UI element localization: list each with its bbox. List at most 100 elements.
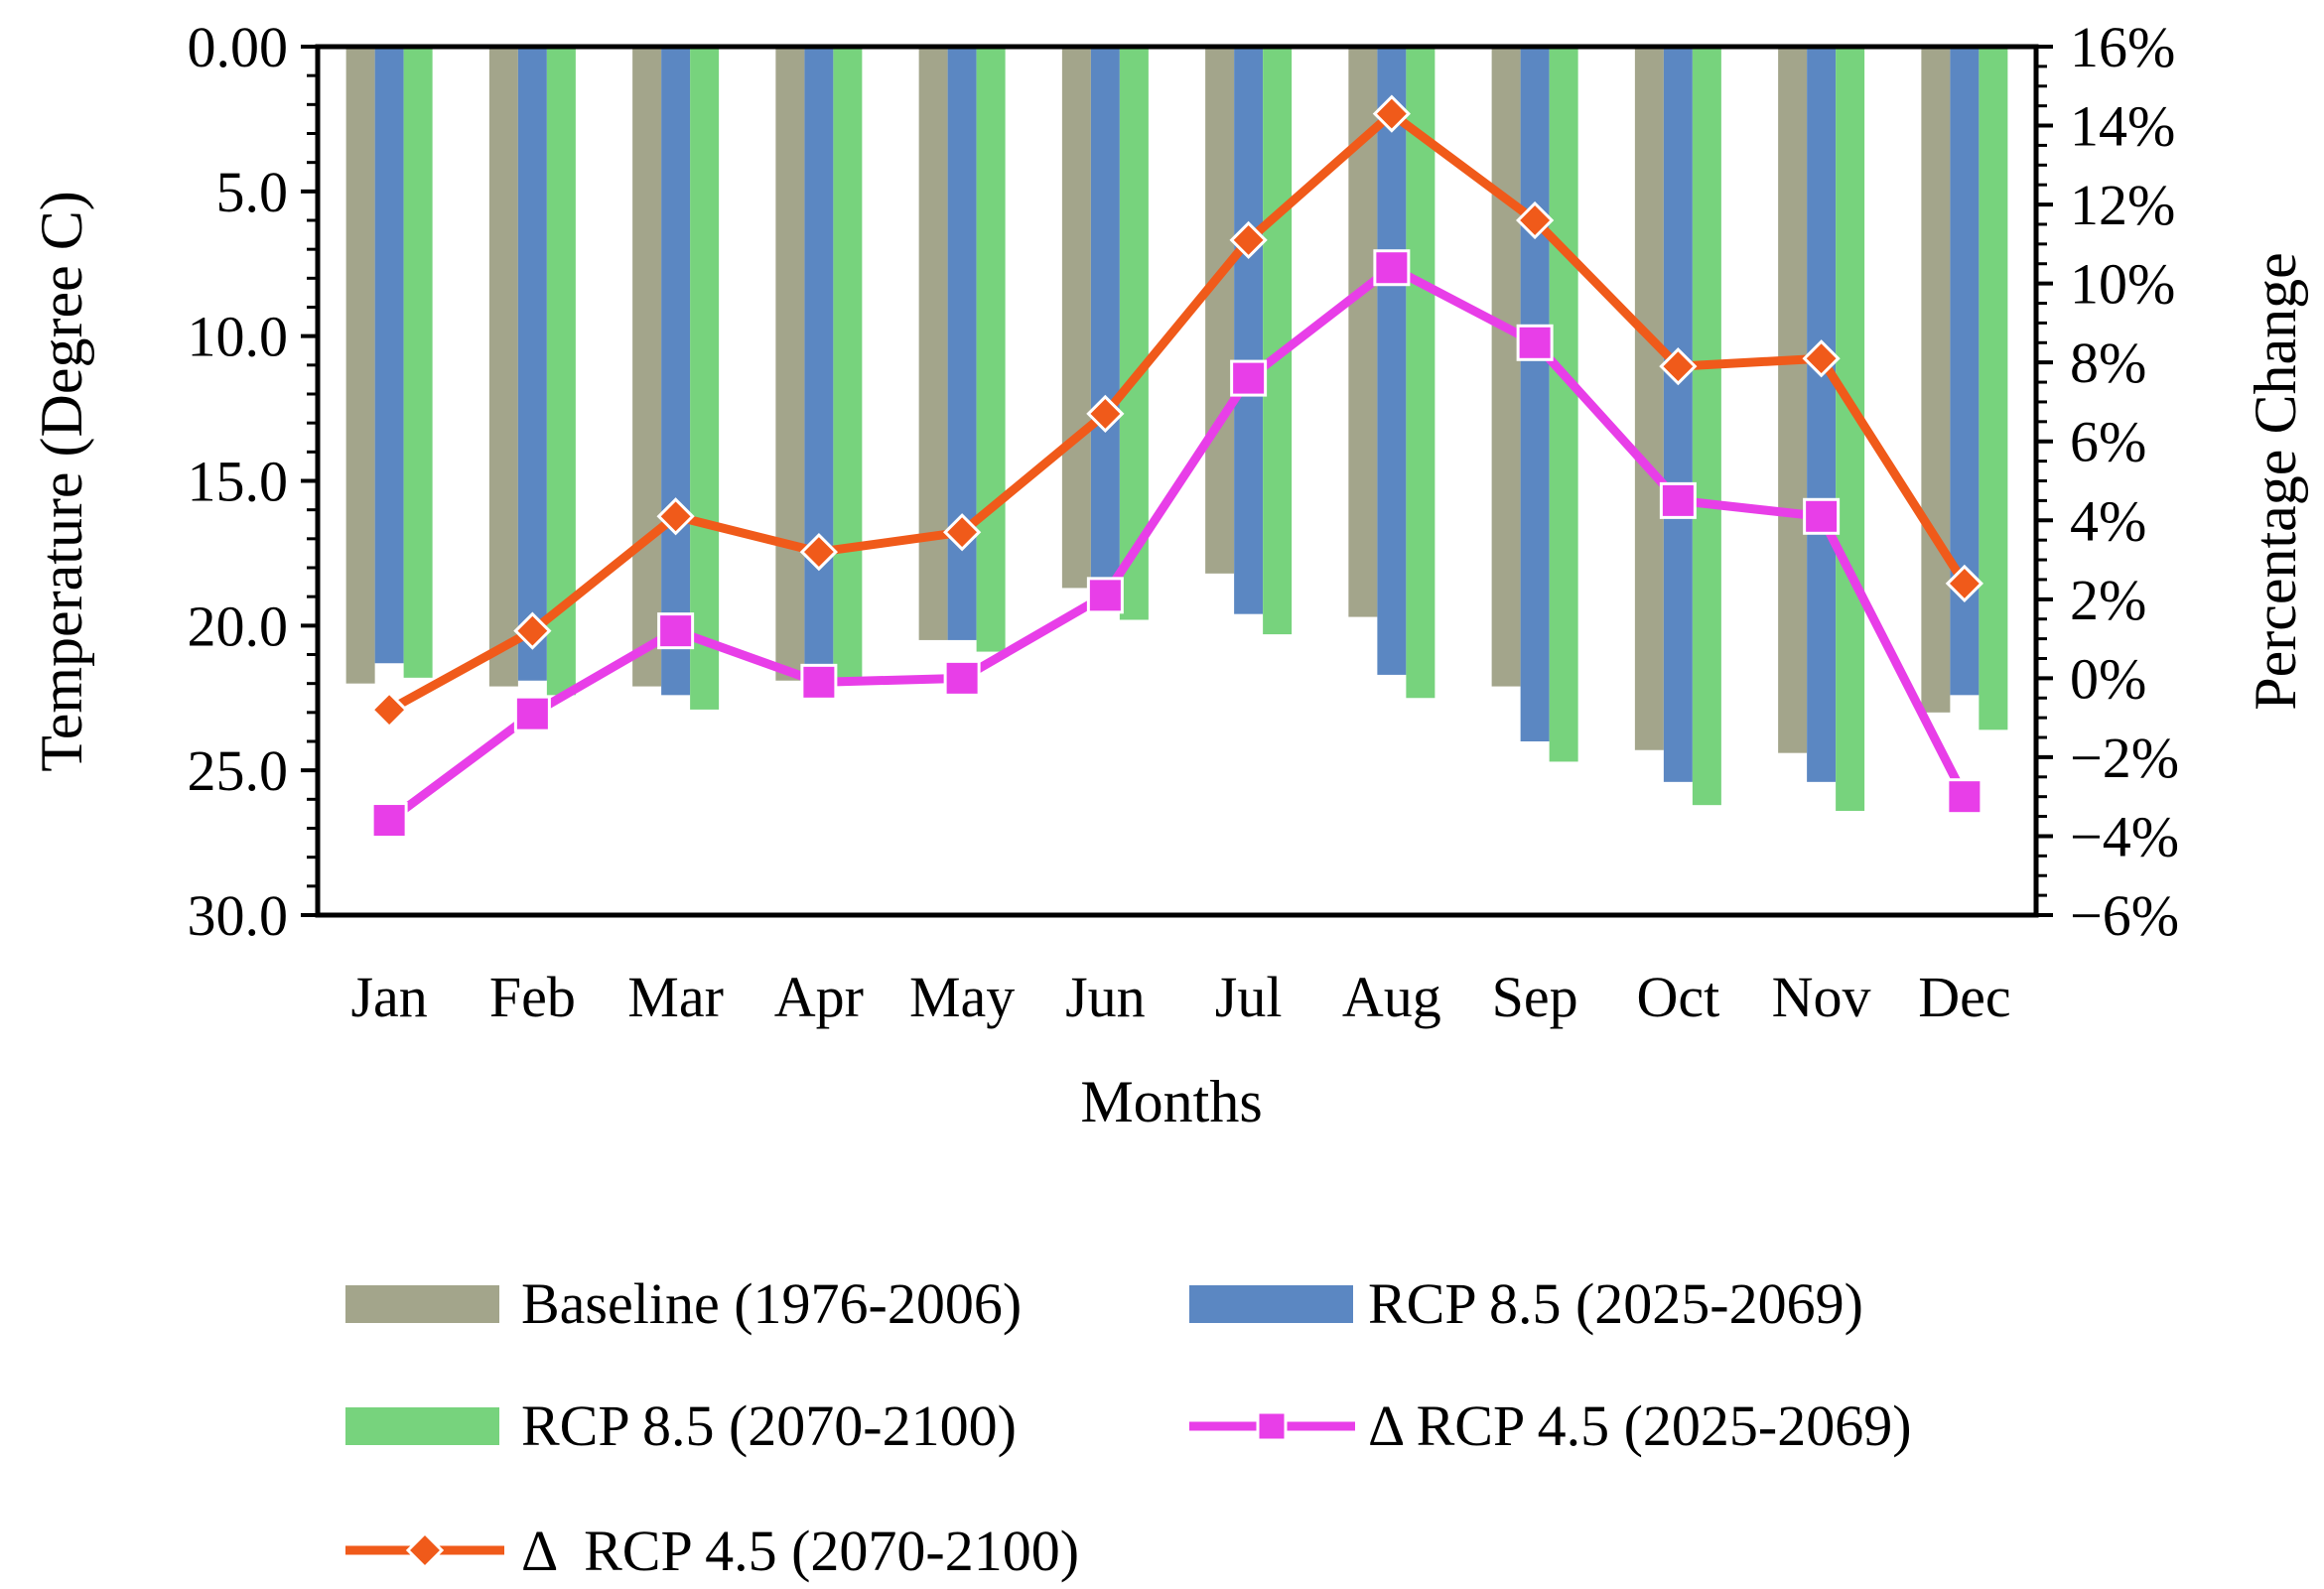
bar-rcp-8-5-2070-2100-may — [976, 47, 1006, 652]
month-label-may: May — [909, 965, 1015, 1029]
right-tick-label: 2% — [2070, 568, 2146, 632]
bar-rcp-8-5-2025-2069-jun — [1090, 47, 1120, 586]
bar-rcp-8-5-2070-2100-jul — [1263, 47, 1293, 635]
marker-rcp-4-5-2070-2100-feb — [513, 611, 552, 650]
marker-rcp-4-5-2025-2069-may — [943, 659, 981, 697]
marker-rcp-4-5-2025-2069-dec — [1946, 778, 1983, 816]
right-tick-label: 12% — [2070, 173, 2175, 237]
legend-label-rcp85-2025: RCP 8.5 (2025-2069) — [1368, 1271, 1863, 1336]
month-label-oct: Oct — [1637, 965, 1720, 1029]
bar-rcp-8-5-2025-2069-jul — [1234, 47, 1264, 614]
left-tick-label: 20.0 — [188, 594, 289, 658]
marker-rcp-4-5-2070-2100-jan — [370, 691, 409, 729]
bar-baseline-1976-2006-feb — [488, 47, 518, 687]
bar-baseline-1976-2006-jul — [1205, 47, 1235, 574]
bar-rcp-8-5-2025-2069-sep — [1520, 47, 1550, 741]
right-tick-label: 10% — [2070, 252, 2175, 317]
x-axis-labels: Jan Feb Mar Apr May Jun Jul Aug Sep Oct Nov Dec — [350, 965, 2010, 1029]
legend-label-rcp45-2025: Δ RCP 4.5 (2025-2069) — [1368, 1393, 1912, 1458]
marker-rcp-4-5-2070-2100-sep — [1516, 200, 1555, 240]
legend-swatch-baseline — [345, 1285, 499, 1323]
right-tick-label: 8% — [2070, 331, 2146, 395]
bar-rcp-8-5-2070-2100-aug — [1406, 47, 1435, 699]
marker-rcp-4-5-2025-2069-aug — [1373, 249, 1411, 287]
left-tick-label: 5.0 — [216, 160, 289, 224]
month-label-jun: Jun — [1065, 965, 1146, 1029]
bar-rcp-8-5-2070-2100-sep — [1549, 47, 1578, 762]
legend-label-rcp45-2070: Δ RCP 4.5 (2070-2100) — [521, 1519, 1079, 1583]
bar-baseline-1976-2006-may — [918, 47, 948, 640]
month-label-apr: Apr — [774, 965, 864, 1029]
marker-rcp-4-5-2070-2100-jul — [1229, 220, 1268, 260]
bar-baseline-1976-2006-jun — [1061, 47, 1091, 589]
marker-rcp-4-5-2070-2100-apr — [799, 532, 838, 572]
bar-baseline-1976-2006-sep — [1491, 47, 1521, 687]
bar-baseline-1976-2006-nov — [1778, 47, 1808, 753]
bar-rcp-8-5-2025-2069-nov — [1807, 47, 1837, 782]
bar-baseline-1976-2006-dec — [1921, 47, 1951, 713]
right-tick-label: 16% — [2070, 15, 2175, 79]
right-tick-label: 0% — [2070, 646, 2146, 711]
line-rcp-4-5-2070-2100 — [386, 109, 1969, 715]
month-label-aug: Aug — [1342, 965, 1441, 1029]
bar-baseline-1976-2006-jan — [345, 47, 375, 684]
bar-rcp-8-5-2070-2100-mar — [690, 47, 720, 710]
bar-rcp-8-5-2070-2100-jan — [403, 47, 433, 678]
right-tick-label: 4% — [2070, 488, 2146, 553]
left-axis-labels: 0.00 5.0 10.0 15.0 20.0 25.0 30.0 — [188, 15, 289, 948]
left-tick-label: 0.00 — [188, 15, 289, 79]
legend: Baseline (1976-2006) RCP 8.5 (2025-2069)… — [345, 1271, 1912, 1583]
bar-rcp-8-5-2070-2100-oct — [1692, 47, 1721, 806]
bar-rcp-8-5-2070-2100-apr — [833, 47, 863, 684]
bar-baseline-1976-2006-apr — [775, 47, 805, 681]
lines-layer — [370, 94, 1983, 840]
right-tick-label: 6% — [2070, 410, 2146, 474]
bar-baseline-1976-2006-oct — [1634, 47, 1664, 750]
left-tick-label: 10.0 — [188, 305, 289, 369]
marker-rcp-4-5-2070-2100-nov — [1802, 339, 1841, 378]
month-label-dec: Dec — [1918, 965, 2010, 1029]
bar-rcp-8-5-2025-2069-apr — [804, 47, 834, 681]
right-tick-label: −2% — [2070, 726, 2179, 790]
marker-rcp-4-5-2025-2069-apr — [800, 663, 838, 701]
bar-rcp-8-5-2070-2100-jun — [1119, 47, 1149, 620]
bar-rcp-8-5-2070-2100-nov — [1836, 47, 1865, 811]
bar-rcp-8-5-2025-2069-jan — [374, 47, 404, 664]
bar-rcp-8-5-2070-2100-feb — [546, 47, 576, 696]
month-label-nov: Nov — [1772, 965, 1871, 1029]
left-axis-ticks — [301, 45, 318, 917]
marker-rcp-4-5-2025-2069-jan — [370, 802, 408, 840]
month-label-feb: Feb — [489, 965, 576, 1029]
left-tick-label: 25.0 — [188, 738, 289, 803]
month-label-mar: Mar — [627, 965, 724, 1029]
right-tick-label: −6% — [2070, 883, 2179, 948]
marker-rcp-4-5-2025-2069-nov — [1803, 497, 1841, 535]
bar-baseline-1976-2006-mar — [632, 47, 662, 687]
right-tick-label: 14% — [2070, 94, 2175, 159]
bar-rcp-8-5-2025-2069-oct — [1663, 47, 1693, 782]
marker-rcp-4-5-2070-2100-mar — [656, 497, 695, 536]
month-label-jan: Jan — [350, 965, 427, 1029]
legend-swatch-rcp85-2070 — [345, 1407, 499, 1445]
marker-rcp-4-5-2070-2100-dec — [1945, 564, 1983, 603]
legend-marker-rcp45-2025 — [1256, 1410, 1288, 1442]
bar-rcp-8-5-2025-2069-mar — [661, 47, 691, 696]
marker-rcp-4-5-2070-2100-jun — [1086, 394, 1125, 434]
left-tick-label: 30.0 — [188, 883, 289, 948]
marker-rcp-4-5-2025-2069-feb — [513, 695, 551, 732]
left-tick-label: 15.0 — [188, 450, 289, 514]
bar-rcp-8-5-2070-2100-dec — [1979, 47, 2008, 730]
marker-rcp-4-5-2025-2069-oct — [1659, 481, 1697, 519]
x-axis-title: Months — [1080, 1069, 1262, 1134]
marker-rcp-4-5-2070-2100-may — [943, 513, 982, 552]
y2-axis-title: Percentage Change — [2243, 252, 2308, 710]
marker-rcp-4-5-2025-2069-sep — [1516, 324, 1554, 361]
marker-rcp-4-5-2025-2069-jun — [1086, 577, 1124, 614]
y-axis-title: Temperature (Degree C) — [29, 191, 94, 771]
right-tick-label: −4% — [2070, 804, 2179, 868]
bar-rcp-8-5-2025-2069-aug — [1377, 47, 1407, 675]
month-label-jul: Jul — [1215, 965, 1283, 1029]
line-rcp-4-5-2025-2069 — [386, 263, 1969, 825]
legend-marker-rcp45-2070 — [405, 1530, 445, 1570]
